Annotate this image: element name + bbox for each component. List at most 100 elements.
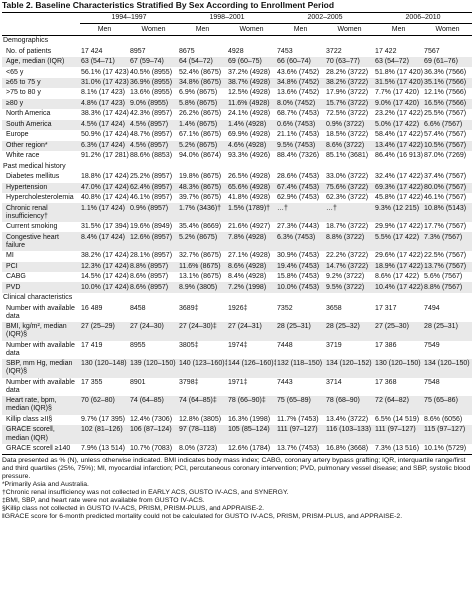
header-row: 1994–1997 1998–2001 2002–2005 2006–2010 <box>2 11 473 25</box>
cell: 0.9% (8957) <box>129 203 179 222</box>
cell: 38.7% (4928) <box>227 77 277 89</box>
row-label: Hypercholesterolemia <box>6 194 74 202</box>
table-row: Age, median (IQR) 63 (54–71) 67 (59–74) 64 … <box>2 56 473 68</box>
table-row: South America 4.5% (17 424) 4.5% (8957) 1.4… <box>2 119 473 131</box>
table-row: ≥80 y 4.8% (17 423) 9.0% (8955) 5.8% (8675)… <box>2 98 473 110</box>
cell: 8.6% (4928) <box>227 261 277 272</box>
cell: 1926‡ <box>228 304 248 312</box>
cell: 74 (64–85)‡ <box>178 396 228 415</box>
cell: 10.8% (5143) <box>423 203 473 222</box>
cell: 8.6% (17 422) <box>375 273 420 281</box>
cell: 38.2% (3722) <box>325 77 375 89</box>
row-label: MI <box>6 252 14 260</box>
cell: 8.6% (8957) <box>129 282 179 293</box>
cell: 16.8% (3668) <box>325 443 375 456</box>
header-cell <box>2 23 80 36</box>
cell: 5.2% (8675) <box>178 140 228 152</box>
cell: 80.0% (7567) <box>423 182 473 193</box>
cell: 40.8% (17 424) <box>81 194 129 202</box>
cell: 102 (81–126) <box>80 425 129 444</box>
cell: 37.4% (7567) <box>424 173 467 181</box>
cell: 7549 <box>424 341 440 349</box>
cell: 69 (61–76) <box>423 56 473 68</box>
cell: 17 419 <box>81 341 103 349</box>
row-label: Diabetes mellitus <box>6 173 60 181</box>
cell: 8.8% (7567) <box>423 282 473 293</box>
cell: 27 (24–31) <box>227 321 277 341</box>
table-row: Congestive heart failure 8.4% (17 424) 12.… <box>2 232 473 252</box>
cell: 13.1% (8675) <box>179 273 222 281</box>
row-label: No. of patients <box>6 47 52 55</box>
cell: 30.9% (7453) <box>277 252 320 260</box>
cell: 3798‡ <box>179 378 199 386</box>
cell: 19.6% (8949) <box>130 223 173 231</box>
row-label: Age, median (IQR) <box>2 56 80 68</box>
cell: 28.6% (7453) <box>277 173 320 181</box>
table-row: Number with available data 16 489 8458 3689… <box>2 303 472 322</box>
header-row: Men Women Men Women Men Women Men Women <box>2 23 473 36</box>
cell: 27.3% (7443) <box>277 223 320 231</box>
cell: 48.3% (8675) <box>178 182 228 193</box>
cell: 9.5% (3722) <box>325 282 375 293</box>
cell: …† <box>325 203 375 222</box>
cell: 8.6% (6056) <box>424 415 463 423</box>
cell: 10.7% (7083) <box>129 443 179 456</box>
cell: 11.7% (7453) <box>277 415 319 423</box>
cell: 88.4% (7326) <box>277 152 320 160</box>
cell: 8.1% (17 423) <box>81 89 125 97</box>
cell: 12.3% (17 424) <box>80 261 129 272</box>
header-cell <box>2 11 80 24</box>
cell: 16 489 <box>81 304 103 312</box>
cell: 65.6% (4928) <box>227 182 277 193</box>
cell: 78 (66–90)‡ <box>227 396 277 415</box>
row-label: >75 to 80 y <box>6 89 41 97</box>
row-label: Number with available data <box>6 304 75 320</box>
table-row: Hypercholesterolemia 40.8% (17 424) 46.1% … <box>2 193 472 203</box>
table-row: BMI, kg/m², median (IQR)§ 27 (25–29) 27 (2… <box>2 321 473 341</box>
row-label: GRACE score‖ ≥140 <box>2 443 80 456</box>
cell: 43.6% (7452) <box>277 68 320 76</box>
cell: 10.4% (17 422) <box>374 282 424 293</box>
table-row: Current smoking 31.5% (17 394) 19.6% (8949… <box>2 222 472 232</box>
cell: 7443 <box>277 378 293 386</box>
cell: 63 (54–72) <box>374 56 424 68</box>
cell: 62.9% (7453) <box>277 194 320 202</box>
cell: 3719 <box>326 341 342 349</box>
table-row: ≥65 to 75 y 31.0% (17 423) 36.9% (8955) 34.… <box>2 77 473 89</box>
cell: 39.7% (8675) <box>179 194 222 202</box>
cell: 42.3% (8957) <box>130 110 173 118</box>
cell: 13.4% (3722) <box>326 415 369 423</box>
table-body: Demographics No. of patients 17 424 8957 867… <box>2 35 473 456</box>
cell: 130 (120–148) <box>80 359 129 378</box>
cell: 32.4% (17 422) <box>375 173 423 181</box>
cell: 31.5% (17 394) <box>81 223 129 231</box>
cell: 6.3% (7453) <box>276 232 326 252</box>
row-label: ≥80 y <box>2 98 80 110</box>
table-row: Hypertension 47.0% (17 424) 62.4% (8957) 48… <box>2 182 473 193</box>
cell: 38.2% (17 424) <box>81 252 129 260</box>
cell: 41.8% (4928) <box>228 194 271 202</box>
cell: 93.3% (4926) <box>228 152 271 160</box>
cell: 106 (87–124) <box>129 425 179 444</box>
cell: 140 (123–160)‡ <box>178 359 228 378</box>
cell: 36.9% (8955) <box>129 77 179 89</box>
row-label: Other region* <box>2 140 80 152</box>
cell: 24.1% (4928) <box>228 110 271 118</box>
cell: 97 (78–118) <box>178 425 228 444</box>
cell: 17.7% (7567) <box>424 223 467 231</box>
cell: 69 (60–75) <box>227 56 277 68</box>
cell: 17 355 <box>81 378 103 386</box>
table-row: No. of patients 17 424 8957 8675 4928 7453 372… <box>2 46 472 56</box>
cell: 3658 <box>326 304 342 312</box>
cell: 18.5% (3722) <box>326 131 369 139</box>
footnote: ‡BMI, SBP, and heart rate were not avail… <box>2 497 205 505</box>
cell: 62.3% (3722) <box>326 194 369 202</box>
sex-header: Women <box>325 23 375 36</box>
cell: 46.1% (8957) <box>130 194 173 202</box>
cell: 134 (120–152) <box>325 359 375 378</box>
cell: 8.6% (8957) <box>130 273 169 281</box>
cell: 21.1% (7453) <box>277 131 320 139</box>
cell: 72.5% (3722) <box>326 110 369 118</box>
row-label: ≥65 to 75 y <box>2 77 80 89</box>
cell: 111 (97–127) <box>374 425 424 444</box>
